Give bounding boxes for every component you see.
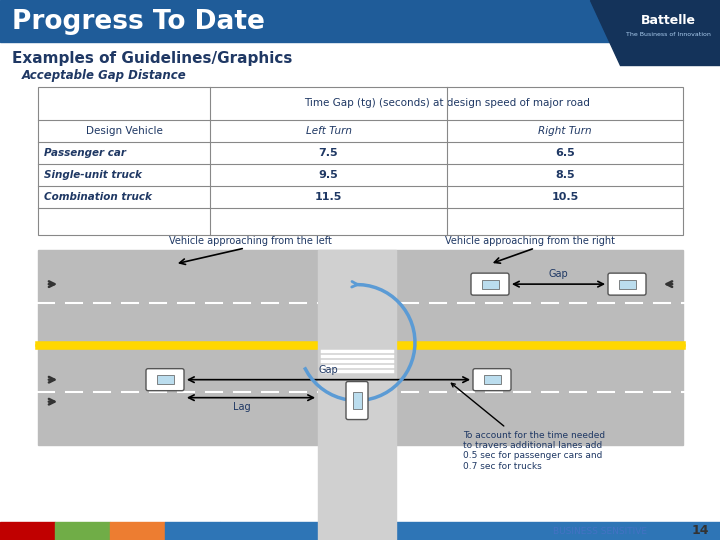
Text: 11.5: 11.5 — [315, 192, 342, 202]
Text: 7.5: 7.5 — [319, 148, 338, 158]
Text: Vehicle approaching from the right: Vehicle approaching from the right — [445, 236, 615, 246]
Text: To account for the time needed
to travers additional lanes add
0.5 sec for passe: To account for the time needed to traver… — [451, 383, 605, 471]
Bar — [353, 392, 361, 409]
Text: Vehicle approaching from the left: Vehicle approaching from the left — [168, 236, 331, 246]
Text: Lag: Lag — [233, 402, 251, 411]
Bar — [38, 250, 683, 445]
Text: Gap: Gap — [549, 269, 568, 279]
Bar — [156, 375, 174, 384]
Text: Battelle: Battelle — [641, 14, 696, 26]
Text: 8.5: 8.5 — [555, 170, 575, 180]
Text: Examples of Guidelines/Graphics: Examples of Guidelines/Graphics — [12, 51, 292, 65]
Bar — [618, 280, 636, 288]
Text: Single-unit truck: Single-unit truck — [44, 170, 142, 180]
Text: Combination truck: Combination truck — [44, 192, 152, 202]
Text: Design Vehicle: Design Vehicle — [86, 126, 163, 136]
Bar — [110, 522, 165, 540]
FancyBboxPatch shape — [346, 382, 368, 420]
Bar — [165, 522, 220, 540]
Polygon shape — [590, 0, 720, 65]
FancyBboxPatch shape — [471, 273, 509, 295]
Text: 10.5: 10.5 — [552, 192, 579, 202]
Text: Passenger car: Passenger car — [44, 148, 126, 158]
Bar — [482, 280, 498, 288]
Text: Right Turn: Right Turn — [538, 126, 592, 136]
Text: BUSINESS SENSITIVE: BUSINESS SENSITIVE — [553, 526, 647, 536]
Bar — [220, 522, 720, 540]
Bar — [55, 522, 110, 540]
Text: Time Gap (tg) (seconds) at design speed of major road: Time Gap (tg) (seconds) at design speed … — [304, 98, 590, 109]
Text: 6.5: 6.5 — [555, 148, 575, 158]
Bar — [318, 348, 396, 540]
Text: Acceptable Gap Distance: Acceptable Gap Distance — [22, 70, 186, 83]
Text: 9.5: 9.5 — [319, 170, 338, 180]
Bar — [0, 522, 55, 540]
Text: Progress To Date: Progress To Date — [12, 9, 265, 35]
Text: The Business of Innovation: The Business of Innovation — [626, 31, 711, 37]
Text: 14: 14 — [691, 524, 708, 537]
FancyBboxPatch shape — [473, 369, 511, 390]
Text: Gap: Gap — [319, 364, 338, 375]
Bar — [0, 0, 720, 42]
Bar — [38, 87, 683, 235]
Bar — [484, 375, 500, 384]
FancyBboxPatch shape — [608, 273, 646, 295]
Text: Left Turn: Left Turn — [305, 126, 351, 136]
Bar — [318, 250, 396, 348]
FancyBboxPatch shape — [146, 369, 184, 390]
